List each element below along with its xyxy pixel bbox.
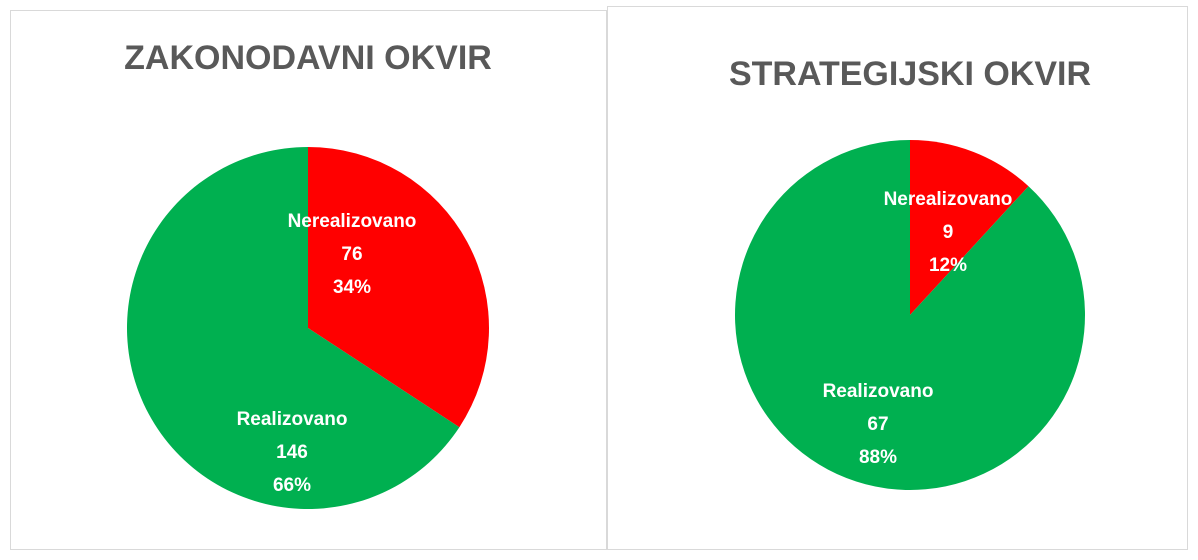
pie-slice (308, 147, 489, 428)
slice-percent-label: 66% (273, 475, 311, 496)
slice-value-label: 9 (943, 222, 954, 243)
slice-percent-label: 12% (929, 255, 967, 276)
slice-category-label: Realizovano (823, 381, 934, 402)
slice-category-label: Nerealizovano (288, 211, 417, 232)
pie-slice (910, 140, 1029, 315)
slice-percent-label: 34% (333, 277, 371, 298)
slice-value-label: 146 (276, 442, 308, 463)
slice-value-label: 76 (341, 244, 362, 265)
chart-title: ZAKONODAVNI OKVIR (124, 39, 492, 77)
slice-percent-label: 88% (859, 447, 897, 468)
pie-slice (126, 147, 460, 510)
pie-slice (735, 140, 1086, 490)
slice-value-label: 67 (867, 414, 888, 435)
slice-category-label: Realizovano (237, 409, 348, 430)
slice-category-label: Nerealizovano (884, 189, 1013, 210)
chart-title: STRATEGIJSKI OKVIR (729, 55, 1091, 93)
